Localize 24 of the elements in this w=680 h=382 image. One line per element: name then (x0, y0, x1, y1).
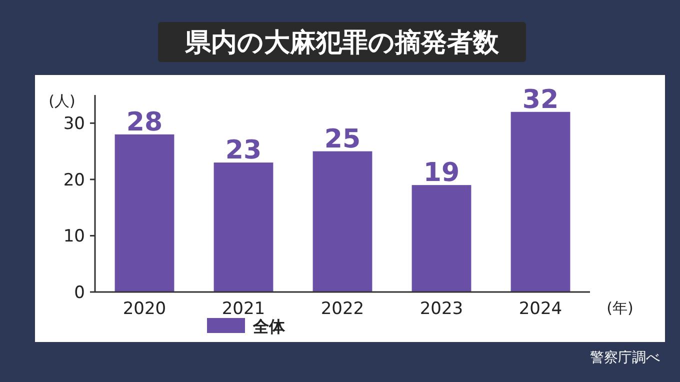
data-label: 23 (225, 136, 262, 166)
x-tick-label: 2024 (518, 299, 562, 319)
x-tick-label: 2021 (222, 299, 266, 319)
x-tick-label: 2020 (122, 299, 166, 319)
data-label: 19 (423, 158, 460, 188)
bar (214, 162, 274, 292)
y-tick-label: 10 (63, 226, 85, 247)
y-axis-title: (人) (48, 92, 76, 110)
y-tick-label: 30 (63, 114, 85, 134)
x-axis-title: (年) (606, 299, 634, 317)
data-label: 28 (126, 107, 163, 138)
data-label: 25 (324, 124, 361, 154)
bar (510, 112, 570, 292)
chart-title: 県内の大麻犯罪の摘発者数 (184, 28, 500, 58)
bar (114, 134, 174, 292)
x-tick-label: 2022 (320, 299, 364, 319)
bar (312, 151, 372, 292)
y-tick-label: 20 (63, 170, 85, 190)
y-tick-label: 0 (74, 283, 85, 303)
legend-label: 全体 (252, 317, 286, 336)
text: 警察庁調べ (590, 350, 660, 366)
x-tick-label: 2023 (420, 299, 464, 319)
data-label: 32 (522, 84, 559, 115)
bar (412, 185, 472, 292)
